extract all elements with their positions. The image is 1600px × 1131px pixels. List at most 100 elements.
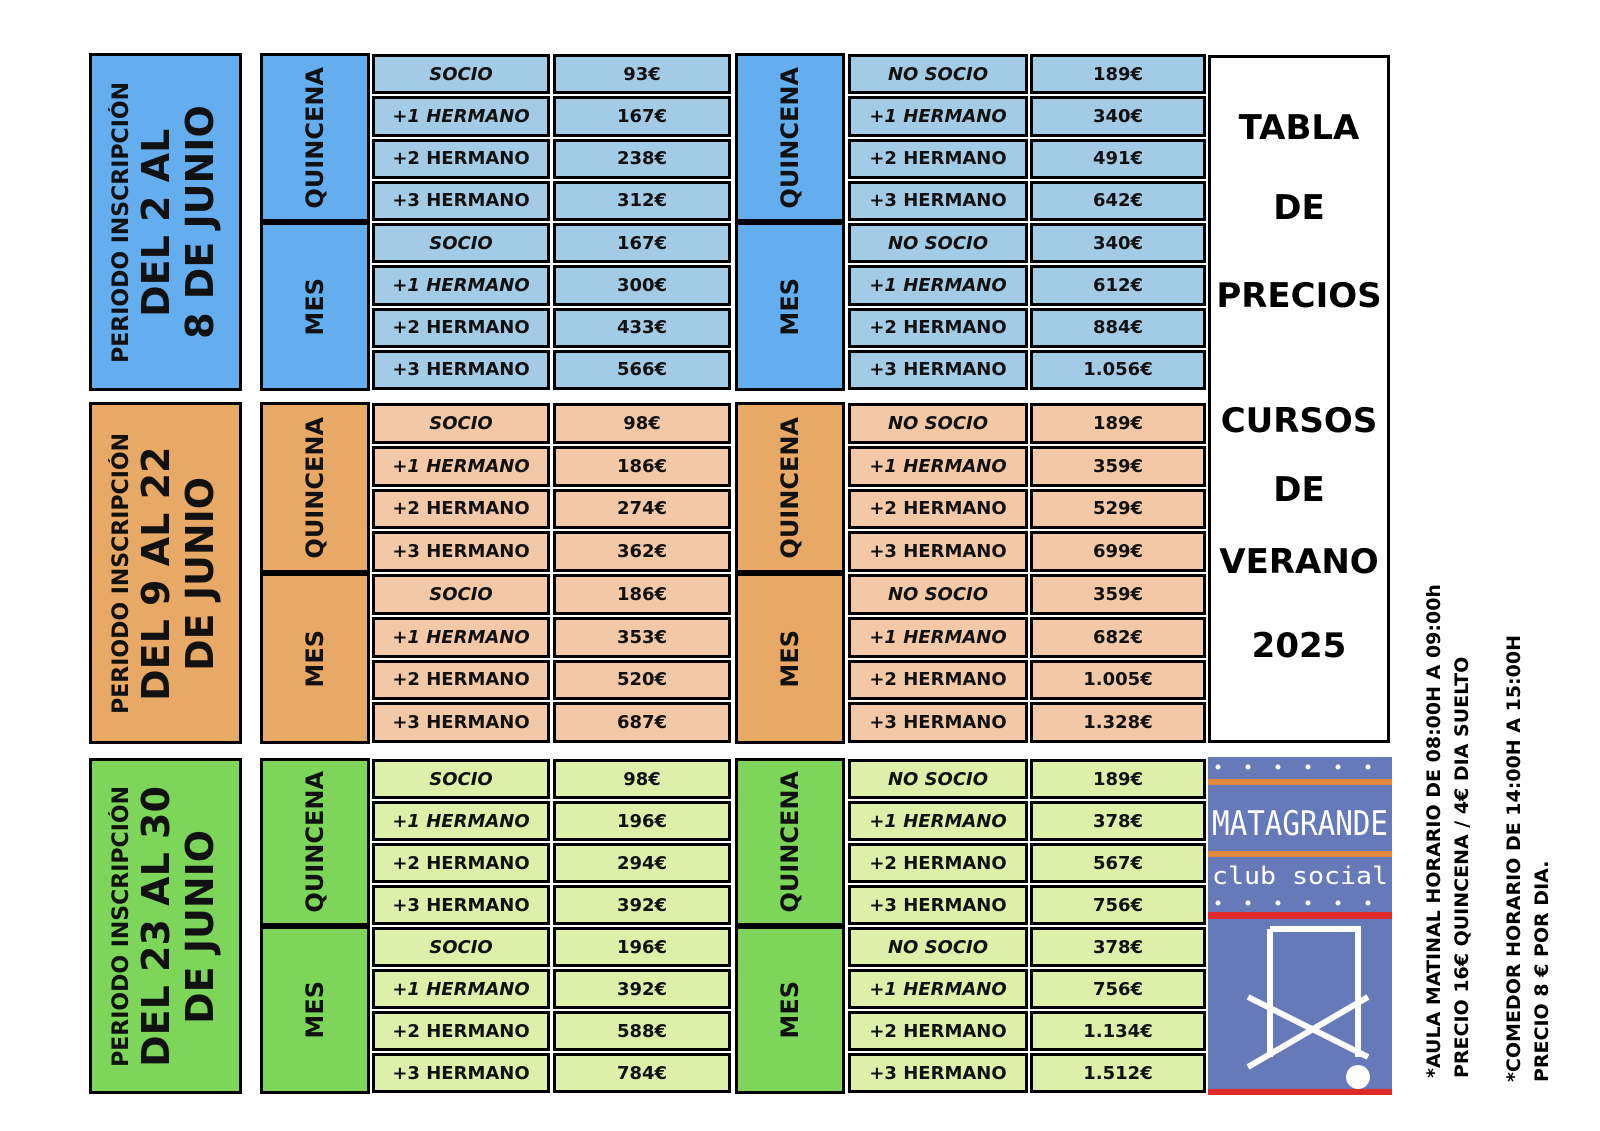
logo-ball: [1346, 1065, 1370, 1089]
row-label: +3 HERMANO: [372, 531, 550, 572]
row-label: +3 HERMANO: [848, 885, 1028, 925]
row-label: +1 HERMANO: [848, 616, 1028, 658]
note: PRECIO 8 € POR DIA.: [1531, 860, 1553, 1082]
row-price: 312€: [553, 180, 731, 221]
period-label: PERIODO INSCRIPCIÓN DEL 2 AL 8 DE JUNIO: [89, 53, 242, 391]
group-name: MES: [260, 573, 370, 744]
row-label: +1 HERMANO: [372, 265, 550, 306]
row-label: +2 HERMANO: [372, 1011, 550, 1051]
group-text: MES: [776, 277, 804, 336]
group-name: MES: [260, 926, 370, 1094]
period-line: DE JUNIO: [178, 476, 222, 670]
row-label: +3 HERMANO: [848, 180, 1028, 221]
note: *COMEDOR HORARIO DE 14:00H A 15:00H: [1503, 634, 1525, 1082]
logo-chair: [1246, 926, 1370, 1070]
row-price: 642€: [1030, 180, 1206, 221]
group-name: MES: [735, 926, 845, 1094]
row-price: 300€: [553, 265, 731, 306]
period-text: PERIODO INSCRIPCIÓN DEL 9 AL 22 DE JUNIO: [109, 433, 222, 714]
title-line: PRECIOS: [1216, 276, 1382, 316]
row-label: NO SOCIO: [848, 403, 1028, 444]
period-label: PERIODO INSCRIPCIÓN DEL 9 AL 22 DE JUNIO: [89, 402, 242, 744]
group-name: QUINCENA: [260, 402, 370, 573]
period-line: PERIODO INSCRIPCIÓN: [109, 432, 134, 714]
row-price: 189€: [1030, 403, 1206, 444]
row-price: 884€: [1030, 307, 1206, 348]
row-price: 433€: [553, 307, 731, 348]
row-label: +2 HERMANO: [848, 1011, 1028, 1051]
logo: MATAGRANDE club social: [1208, 757, 1392, 1095]
title-line: 2025: [1251, 626, 1347, 666]
group-text: MES: [301, 277, 329, 336]
row-label: +2 HERMANO: [372, 659, 550, 701]
row-label: NO SOCIO: [848, 759, 1028, 799]
row-price: 186€: [553, 574, 731, 615]
row-label: NO SOCIO: [848, 574, 1028, 615]
row-price: 340€: [1030, 223, 1206, 264]
note-breakfast: *AULA MATINAL HORARIO DE 08:00H A 09:00h…: [1420, 568, 1476, 1078]
logo-stripe: [1208, 1089, 1392, 1095]
group-text: MES: [301, 981, 329, 1039]
row-price: 392€: [553, 885, 731, 925]
row-price: 1.512€: [1030, 1053, 1206, 1093]
row-price: 1.328€: [1030, 702, 1206, 743]
row-label: +3 HERMANO: [372, 885, 550, 925]
group-text: MES: [776, 981, 804, 1039]
row-label: +2 HERMANO: [372, 138, 550, 179]
row-label: NO SOCIO: [848, 223, 1028, 264]
row-label: +3 HERMANO: [372, 1053, 550, 1093]
group-name: MES: [735, 222, 845, 391]
row-price: 392€: [553, 969, 731, 1009]
row-label: +1 HERMANO: [372, 616, 550, 658]
row-price: 98€: [553, 759, 731, 799]
row-price: 294€: [553, 843, 731, 883]
note: PRECIO 16€ QUINCENA / 4€ DIA SUELTO: [1451, 656, 1473, 1078]
row-price: 699€: [1030, 531, 1206, 572]
row-price: 682€: [1030, 616, 1206, 658]
period-line: DEL 2 AL: [134, 127, 178, 317]
row-label: +1 HERMANO: [848, 265, 1028, 306]
title-panel: TABLA DE PRECIOS CURSOS DE VERANO 2025: [1208, 55, 1390, 743]
row-label: +1 HERMANO: [372, 969, 550, 1009]
row-label: +2 HERMANO: [848, 307, 1028, 348]
row-price: 1.005€: [1030, 659, 1206, 701]
group-name: QUINCENA: [735, 402, 845, 573]
row-label: SOCIO: [372, 403, 550, 444]
group-name: QUINCENA: [260, 53, 370, 222]
row-label: +3 HERMANO: [848, 531, 1028, 572]
row-label: SOCIO: [372, 223, 550, 264]
row-price: 359€: [1030, 445, 1206, 487]
title-line: TABLA: [1238, 108, 1360, 148]
row-price: 98€: [553, 403, 731, 444]
group-name: QUINCENA: [735, 53, 845, 222]
row-label: +1 HERMANO: [848, 96, 1028, 137]
row-price: 567€: [1030, 843, 1206, 883]
row-label: NO SOCIO: [848, 927, 1028, 967]
period-line: 8 DE JUNIO: [178, 105, 222, 339]
row-price: 378€: [1030, 801, 1206, 841]
row-price: 566€: [553, 349, 731, 390]
row-label: +2 HERMANO: [848, 138, 1028, 179]
period-line: PERIODO INSCRIPCIÓN: [109, 785, 134, 1067]
row-label: +1 HERMANO: [848, 445, 1028, 487]
row-label: SOCIO: [372, 574, 550, 615]
group-name: QUINCENA: [735, 758, 845, 926]
row-label: +1 HERMANO: [372, 445, 550, 487]
group-name: MES: [260, 222, 370, 391]
row-price: 362€: [553, 531, 731, 572]
logo-stripe: [1208, 912, 1392, 919]
row-price: 353€: [553, 616, 731, 658]
row-price: 189€: [1030, 54, 1206, 95]
row-label: +2 HERMANO: [848, 488, 1028, 530]
row-label: +2 HERMANO: [848, 843, 1028, 883]
row-price: 359€: [1030, 574, 1206, 615]
logo-stripe: [1208, 851, 1392, 857]
logo-subtitle: club social: [1212, 862, 1388, 890]
row-price: 196€: [553, 927, 731, 967]
title-line: DE: [1273, 470, 1325, 510]
row-label: +3 HERMANO: [372, 349, 550, 390]
row-price: 1.134€: [1030, 1011, 1206, 1051]
row-price: 491€: [1030, 138, 1206, 179]
row-price: 186€: [553, 445, 731, 487]
